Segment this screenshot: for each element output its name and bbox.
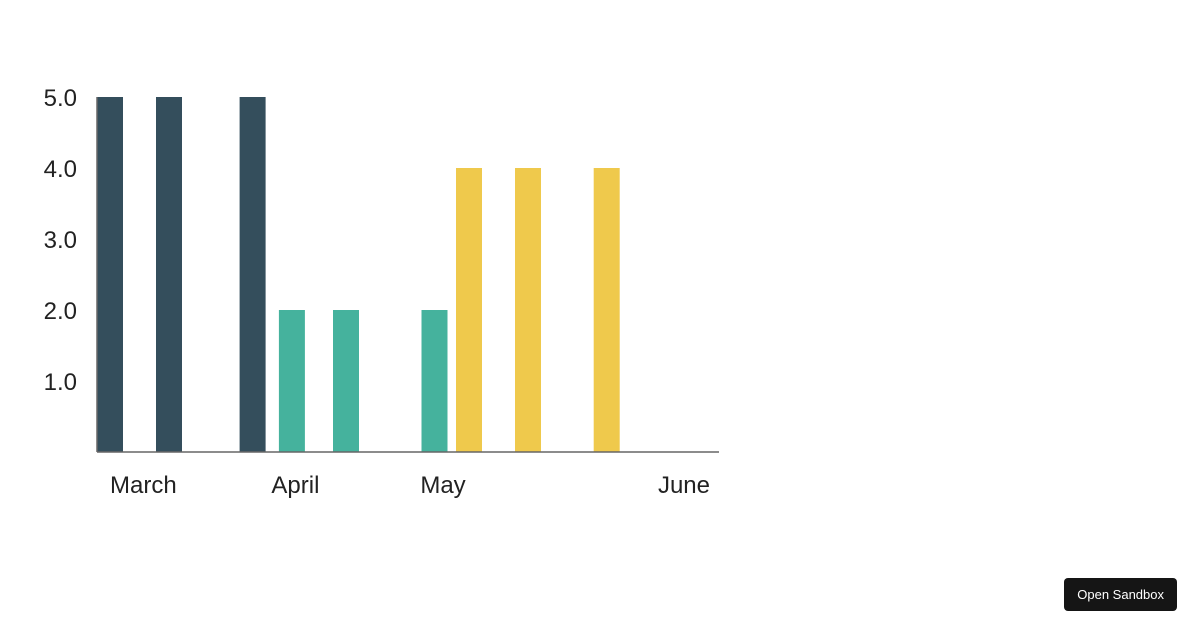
y-tick-label: 1.0 [44, 369, 77, 396]
bar-series-2-point-1 [278, 310, 305, 452]
x-tick-label: April [271, 472, 319, 499]
y-tick-label: 3.0 [44, 227, 77, 254]
bar-series-2-point-3 [421, 310, 448, 452]
open-sandbox-button[interactable]: Open Sandbox [1064, 578, 1177, 611]
y-tick-label: 4.0 [44, 156, 77, 183]
bar-series-1-point-2 [156, 97, 182, 452]
bar-series-3-point-1 [456, 168, 482, 452]
x-tick-label: May [420, 472, 465, 499]
y-tick-labels: 1.0 2.0 3.0 4.0 5.0 [44, 85, 77, 396]
bar-series-3-point-3 [593, 168, 620, 452]
y-tick-label: 2.0 [44, 298, 77, 325]
bar-series-3-point-2 [515, 168, 541, 452]
x-tick-label: June [658, 472, 710, 499]
y-tick-label: 5.0 [44, 85, 77, 112]
bars-layer [97, 97, 620, 452]
bar-series-2-point-2 [333, 310, 359, 452]
bar-series-1-point-1 [97, 97, 123, 452]
bar-series-1-point-3 [239, 97, 266, 452]
x-tick-label: March [110, 472, 177, 499]
x-tick-labels: March April May June [110, 472, 710, 499]
